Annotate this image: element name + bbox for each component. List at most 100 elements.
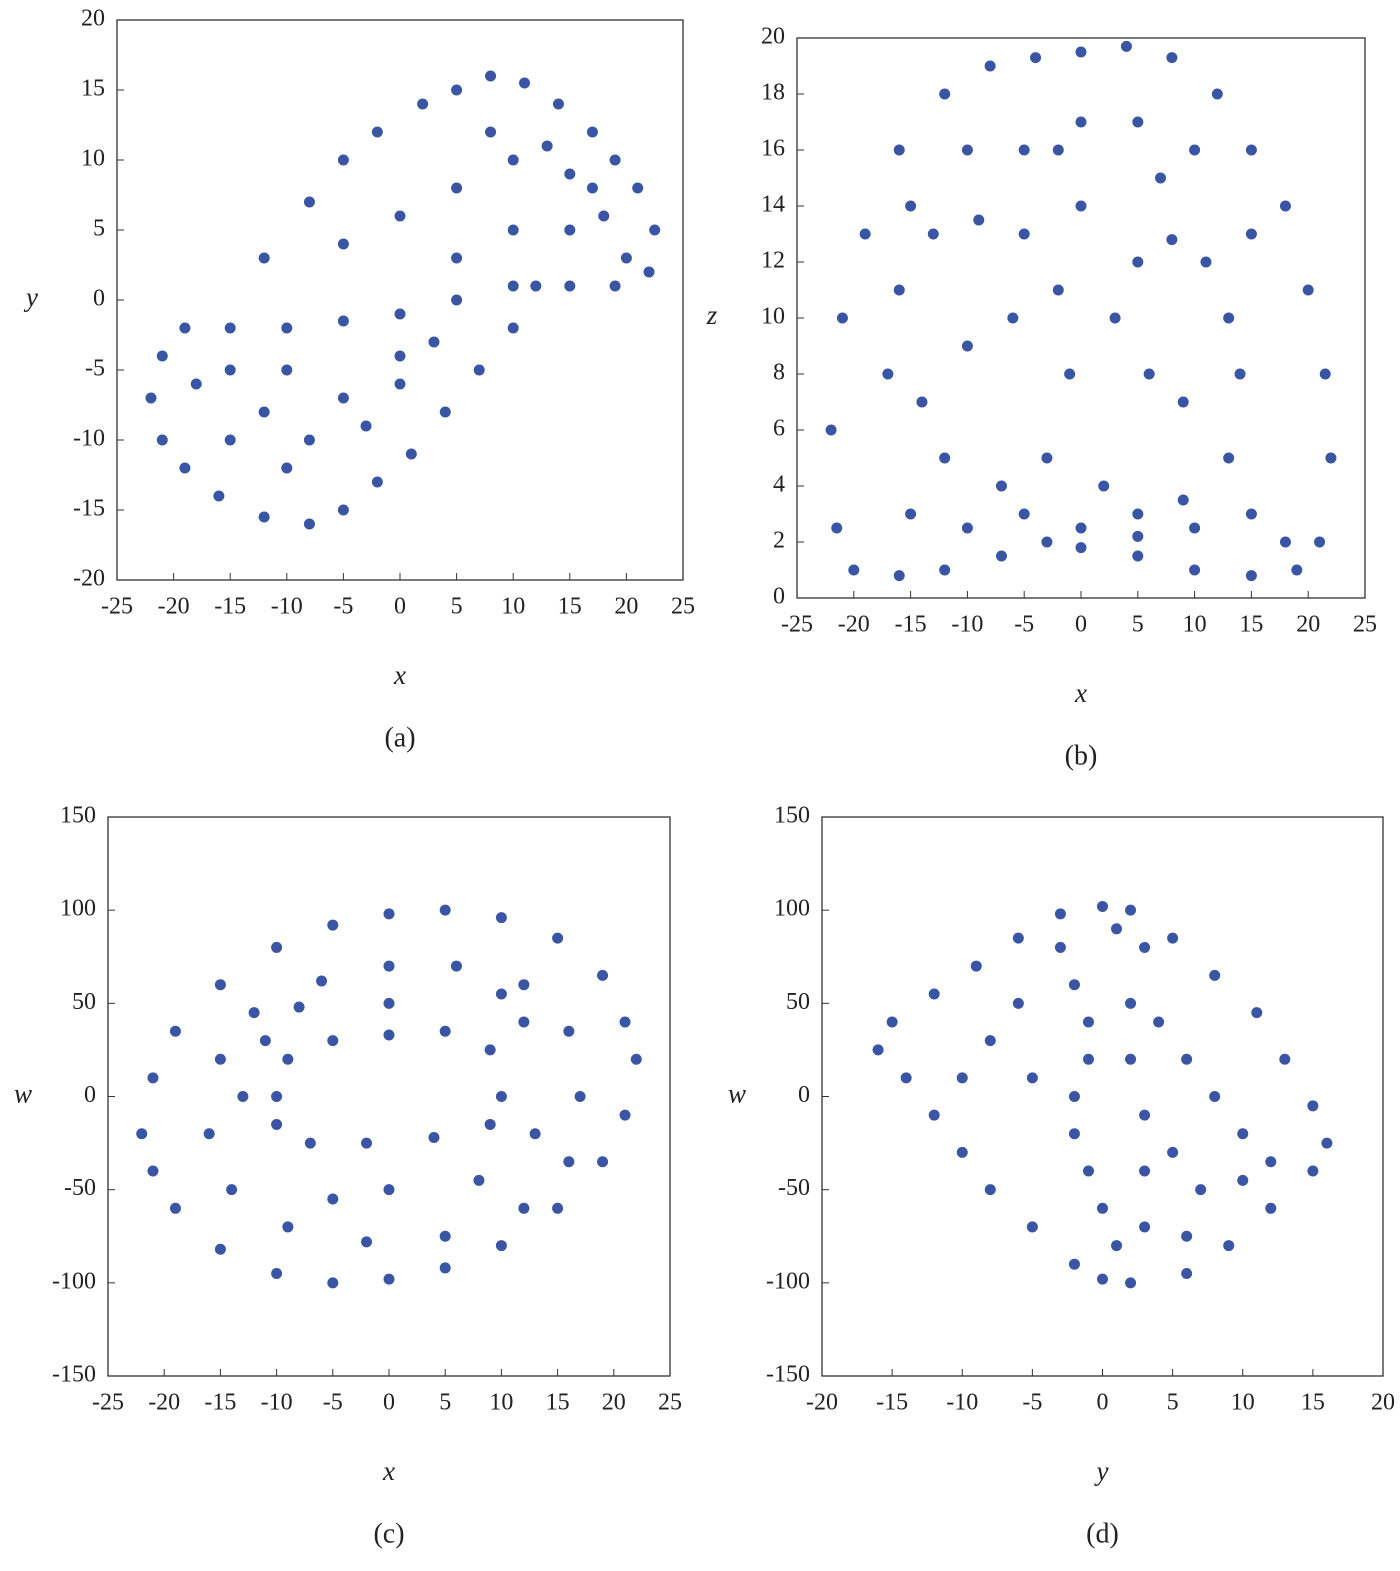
point xyxy=(961,340,973,352)
point xyxy=(271,1118,283,1130)
point xyxy=(337,504,349,516)
point xyxy=(1097,900,1108,912)
point xyxy=(1245,228,1257,240)
point xyxy=(1098,480,1110,492)
point xyxy=(893,570,905,582)
point xyxy=(451,182,463,194)
x-tick-label: -20 xyxy=(806,1390,838,1416)
point xyxy=(1211,88,1223,100)
point xyxy=(473,364,485,376)
plot-frame xyxy=(116,19,684,581)
point xyxy=(1223,452,1235,464)
point xyxy=(1234,368,1246,380)
y-tick-label: 8 xyxy=(773,360,785,386)
point xyxy=(586,126,598,138)
point xyxy=(1166,234,1178,246)
plot-frame xyxy=(821,816,1384,1377)
point xyxy=(383,960,395,972)
point xyxy=(203,1128,215,1140)
point xyxy=(893,284,905,296)
point xyxy=(1097,1273,1108,1285)
x-tick-label: 20 xyxy=(1371,1390,1395,1416)
point xyxy=(518,1202,530,1214)
point xyxy=(451,84,463,96)
point xyxy=(530,280,542,292)
point xyxy=(156,350,168,362)
point xyxy=(281,322,293,334)
point xyxy=(156,434,168,446)
point xyxy=(383,908,395,920)
x-tick-label: -15 xyxy=(895,612,927,638)
point xyxy=(327,1193,339,1205)
y-tick-label: 16 xyxy=(761,136,785,162)
y-tick-label: -10 xyxy=(73,426,105,452)
y-tick-label: 10 xyxy=(81,146,105,172)
point xyxy=(281,364,293,376)
point xyxy=(1319,368,1331,380)
point xyxy=(1251,1007,1263,1019)
point xyxy=(361,1137,373,1149)
point xyxy=(619,1016,631,1028)
point xyxy=(939,88,951,100)
point xyxy=(507,224,519,236)
y-tick-label: -15 xyxy=(73,496,105,522)
x-tick-label: 10 xyxy=(501,594,525,620)
point xyxy=(620,252,632,264)
point xyxy=(259,1035,271,1047)
point xyxy=(519,77,531,89)
y-tick-label: 150 xyxy=(774,803,810,829)
point xyxy=(1177,396,1189,408)
point xyxy=(214,1243,226,1255)
point xyxy=(1054,908,1066,920)
point xyxy=(495,1240,507,1252)
point xyxy=(428,1131,440,1143)
point xyxy=(417,98,429,110)
point xyxy=(1075,542,1087,554)
point xyxy=(1125,904,1137,916)
point xyxy=(383,1184,395,1196)
point xyxy=(383,1029,395,1041)
y-tick-label: 15 xyxy=(81,76,105,102)
point xyxy=(1181,1230,1193,1242)
point xyxy=(337,315,349,327)
x-tick-label: 0 xyxy=(383,1390,395,1416)
point xyxy=(1302,284,1314,296)
point xyxy=(1279,1053,1291,1065)
x-tick-label: -25 xyxy=(781,612,813,638)
point xyxy=(1195,1184,1207,1196)
point xyxy=(1237,1174,1249,1186)
x-tick-label: -10 xyxy=(946,1390,978,1416)
point xyxy=(927,228,939,240)
x-tick-label: 10 xyxy=(489,1390,513,1416)
x-axis-label: x xyxy=(1074,678,1087,708)
x-tick-label: 25 xyxy=(658,1390,682,1416)
x-tick-label: -10 xyxy=(261,1390,293,1416)
x-tick-label: 0 xyxy=(1097,1390,1109,1416)
point xyxy=(928,1109,940,1121)
point xyxy=(1209,969,1221,981)
point xyxy=(564,280,576,292)
point xyxy=(984,1184,996,1196)
point xyxy=(451,252,463,264)
x-axis-label: x xyxy=(393,660,406,690)
y-tick-label: 20 xyxy=(761,24,785,50)
point xyxy=(405,448,417,460)
point xyxy=(169,1202,181,1214)
x-tick-label: -5 xyxy=(323,1390,343,1416)
point xyxy=(1064,368,1076,380)
point xyxy=(271,941,283,953)
point xyxy=(1075,116,1087,128)
point xyxy=(1209,1091,1221,1102)
point xyxy=(961,144,973,156)
point xyxy=(1120,40,1132,52)
point xyxy=(258,406,270,418)
point xyxy=(451,294,463,306)
point xyxy=(394,308,406,320)
point xyxy=(1041,536,1053,548)
point xyxy=(394,350,406,362)
point xyxy=(293,1001,305,1013)
point xyxy=(327,919,339,931)
point xyxy=(1132,116,1144,128)
